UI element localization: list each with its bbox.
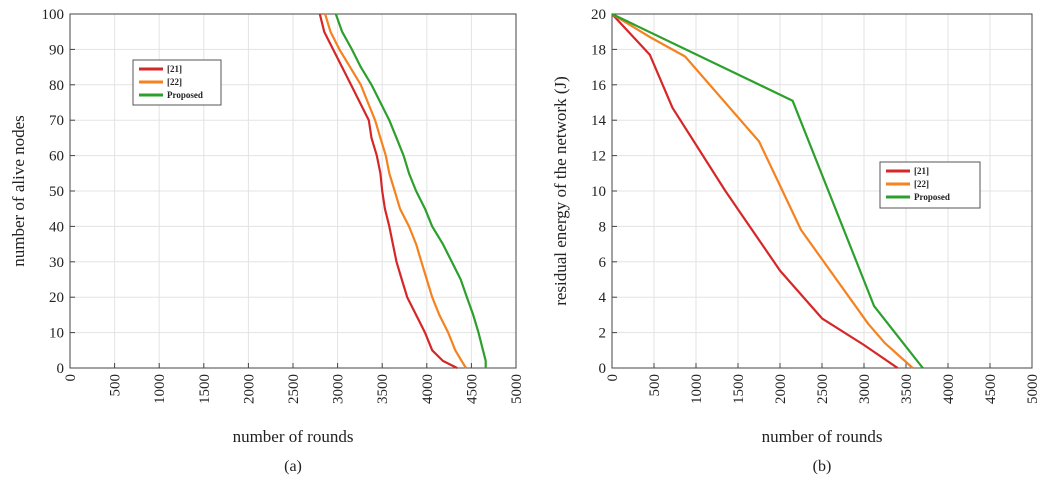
x-tick-label: 0 <box>63 374 79 382</box>
x-tick-label: 4500 <box>983 374 999 404</box>
series-line-21 <box>611 13 899 369</box>
chart-panel-b: 0 500 1000 1500 2000 2500 3000 3500 4000 4500 5000… <box>551 7 1039 475</box>
y-axis-label: number of alive nodes <box>9 115 28 267</box>
y-tick-label: 8 <box>599 219 607 235</box>
y-tick-label: 10 <box>591 184 606 200</box>
x-tick-label: 5000 <box>1025 374 1039 404</box>
y-tick-label: 50 <box>49 184 64 200</box>
y-tick-label: 20 <box>591 7 606 23</box>
x-tick-label: 5000 <box>509 374 525 404</box>
legend-entry: Proposed <box>914 192 950 202</box>
y-tick-label: 100 <box>42 7 65 23</box>
x-tick-label: 3500 <box>899 374 915 404</box>
x-tick-label: 3500 <box>375 374 391 404</box>
series-line-proposed <box>334 13 487 368</box>
series-line-proposed <box>611 13 924 369</box>
x-axis-label: number of rounds <box>762 427 883 446</box>
y-tick-label: 18 <box>591 42 606 58</box>
series-line-22 <box>611 13 914 369</box>
legend: [21] [22] Proposed <box>879 161 981 209</box>
legend-entry: Proposed <box>167 90 203 100</box>
y-tick-label: 60 <box>49 149 64 165</box>
x-tick-label: 4000 <box>941 374 957 404</box>
x-tick-label: 3000 <box>857 374 873 404</box>
y-tick-label: 4 <box>599 290 607 306</box>
y-tick-label: 70 <box>49 113 64 129</box>
x-tick-label: 0 <box>605 374 621 382</box>
x-tick-label: 500 <box>647 374 663 397</box>
x-tick-label: 3000 <box>331 374 347 404</box>
y-tick-label: 16 <box>591 78 607 94</box>
chart-panel-a: 0 500 1000 1500 2000 2500 3000 3500 4000 4500 5000… <box>9 7 525 475</box>
y-tick-label: 10 <box>49 326 64 342</box>
y-tick-label: 30 <box>49 255 64 271</box>
y-tick-label: 40 <box>49 219 64 235</box>
y-tick-label: 0 <box>57 361 65 377</box>
legend-entry: [21] <box>914 166 929 176</box>
y-tick-label: 20 <box>49 290 64 306</box>
x-tick-label: 1000 <box>689 374 705 404</box>
x-tick-label: 2500 <box>815 374 831 404</box>
legend: [21] [22] Proposed <box>132 59 222 106</box>
y-tick-label: 80 <box>49 78 64 94</box>
y-tick-label: 12 <box>591 149 606 165</box>
x-tick-label: 500 <box>108 374 124 397</box>
legend-entry: [22] <box>914 179 929 189</box>
legend-entry: [21] <box>167 64 182 74</box>
x-tick-label: 2000 <box>773 374 789 404</box>
y-axis-label: residual energy of the network (J) <box>551 76 570 306</box>
y-tick-label: 90 <box>49 42 64 58</box>
y-tick-label: 2 <box>599 326 607 342</box>
y-tick-label: 14 <box>591 113 607 129</box>
series-line-22 <box>324 13 467 369</box>
x-tick-label: 1500 <box>197 374 213 404</box>
x-tick-label: 1000 <box>152 374 168 404</box>
panel-caption: (a) <box>284 458 302 475</box>
series-line-21 <box>318 13 458 369</box>
x-tick-label: 4500 <box>464 374 480 404</box>
panel-caption: (b) <box>813 458 832 475</box>
x-tick-label: 4000 <box>420 374 436 404</box>
x-axis-label: number of rounds <box>233 427 354 446</box>
legend-entry: [22] <box>167 77 182 87</box>
x-tick-label: 2000 <box>241 374 257 404</box>
y-tick-label: 0 <box>599 361 607 377</box>
x-tick-label: 1500 <box>731 374 747 404</box>
x-tick-label: 2500 <box>286 374 302 404</box>
y-tick-label: 6 <box>599 255 607 271</box>
